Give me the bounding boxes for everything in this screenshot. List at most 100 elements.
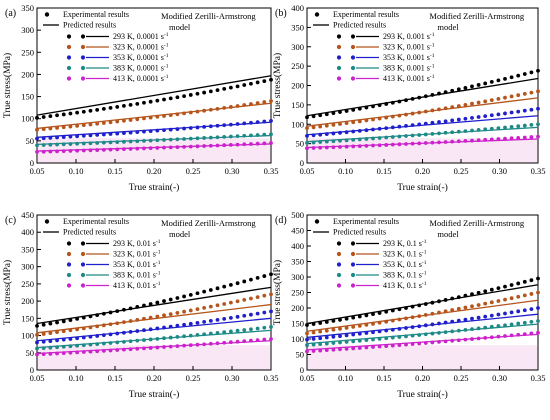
- x-tick-label: 0.20: [147, 166, 162, 176]
- experimental-point: [155, 128, 160, 133]
- experimental-point: [35, 115, 39, 120]
- experimental-point: [188, 333, 193, 338]
- experimental-point: [255, 141, 260, 146]
- experimental-point: [135, 346, 140, 351]
- panel-label: (d): [275, 215, 287, 226]
- experimental-point: [529, 278, 534, 283]
- experimental-point: [135, 318, 140, 322]
- experimental-point: [503, 125, 507, 130]
- experimental-point: [222, 316, 227, 321]
- experimental-point: [437, 310, 441, 315]
- experimental-point: [305, 133, 309, 138]
- experimental-point: [61, 112, 66, 117]
- experimental-point: [168, 137, 173, 142]
- model-label-line2: model: [437, 229, 459, 239]
- experimental-point: [88, 334, 93, 339]
- experimental-point: [182, 343, 186, 348]
- experimental-point: [128, 319, 133, 323]
- experimental-point: [443, 140, 448, 144]
- experimental-point: [41, 346, 46, 351]
- experimental-point: [377, 126, 382, 131]
- experimental-point: [470, 84, 474, 89]
- experimental-point: [188, 144, 193, 149]
- experimental-point: [404, 306, 408, 310]
- experimental-point: [509, 124, 514, 129]
- experimental-point: [262, 79, 267, 83]
- experimental-point: [41, 322, 46, 327]
- experimental-point: [331, 131, 336, 136]
- experimental-point: [168, 113, 173, 117]
- experimental-point: [55, 125, 59, 130]
- experimental-point: [305, 140, 309, 145]
- experimental-point: [122, 131, 126, 135]
- experimental-point: [450, 296, 455, 301]
- experimental-point: [437, 120, 441, 124]
- experimental-point: [344, 340, 349, 344]
- chart-panel: 0.05 0.10 0.15 0.20 0.25 0.30 0.35 0 50 100 150 200…: [2, 210, 278, 400]
- experimental-point: [423, 332, 428, 337]
- legend-series-label: 323 K, 0.001 s-1: [383, 43, 435, 52]
- experimental-point: [450, 105, 455, 110]
- experimental-point: [384, 115, 389, 120]
- experimental-point: [371, 330, 375, 335]
- experimental-point: [437, 340, 441, 344]
- experimental-point: [509, 94, 514, 99]
- experimental-point: [108, 147, 113, 152]
- experimental-point: [456, 139, 461, 144]
- x-tick-label: 0.25: [454, 166, 469, 176]
- experimental-point: [255, 133, 260, 137]
- experimental-point: [175, 323, 180, 328]
- experimental-point: [235, 104, 240, 108]
- experimental-point: [437, 91, 441, 96]
- experimental-point: [48, 114, 53, 119]
- experimental-point: [463, 337, 468, 342]
- experimental-point: [249, 142, 253, 146]
- experimental-point: [324, 112, 329, 117]
- chart-panel: 0.05 0.10 0.15 0.20 0.25 0.30 0.35 0 50 100 150 200…: [2, 3, 278, 193]
- experimental-point: [195, 125, 200, 130]
- experimental-point: [450, 308, 455, 312]
- predicted-line: [36, 75, 272, 116]
- experimental-point: [262, 141, 267, 146]
- experimental-point: [95, 107, 100, 112]
- experimental-point: [215, 143, 220, 148]
- experimental-point: [242, 297, 247, 302]
- experimental-point: [417, 122, 422, 127]
- experimental-point: [122, 147, 126, 152]
- experimental-point: [377, 320, 382, 325]
- experimental-point: [55, 135, 59, 140]
- experimental-point: [437, 140, 441, 145]
- experimental-point: [122, 330, 126, 335]
- experimental-point: [81, 343, 86, 348]
- experimental-point: [215, 286, 220, 291]
- experimental-point: [311, 114, 316, 119]
- legend-series-label: 323 K, 0.1 s-1: [383, 250, 427, 259]
- experimental-point: [456, 104, 461, 108]
- experimental-point: [88, 133, 93, 138]
- experimental-point: [68, 149, 73, 153]
- y-tick-label: 500: [291, 210, 304, 220]
- experimental-point: [305, 323, 309, 327]
- experimental-point: [242, 83, 247, 87]
- y-tick-label: 100: [21, 114, 34, 124]
- legend-marker: [80, 76, 86, 81]
- experimental-point: [75, 343, 80, 348]
- experimental-point: [390, 114, 395, 119]
- experimental-point: [364, 322, 369, 327]
- experimental-point: [397, 343, 402, 347]
- experimental-point: [75, 110, 80, 115]
- experimental-point: [108, 106, 113, 110]
- experimental-point: [75, 327, 80, 332]
- experimental-point: [115, 140, 120, 145]
- experimental-point: [516, 294, 521, 299]
- experimental-point: [305, 146, 309, 151]
- experimental-point: [397, 99, 402, 104]
- experimental-point: [242, 121, 247, 126]
- experimental-point: [483, 314, 488, 319]
- experimental-point: [476, 138, 481, 143]
- experimental-point: [324, 123, 329, 128]
- experimental-point: [101, 140, 106, 145]
- experimental-point: [135, 329, 140, 333]
- experimental-point: [417, 333, 422, 337]
